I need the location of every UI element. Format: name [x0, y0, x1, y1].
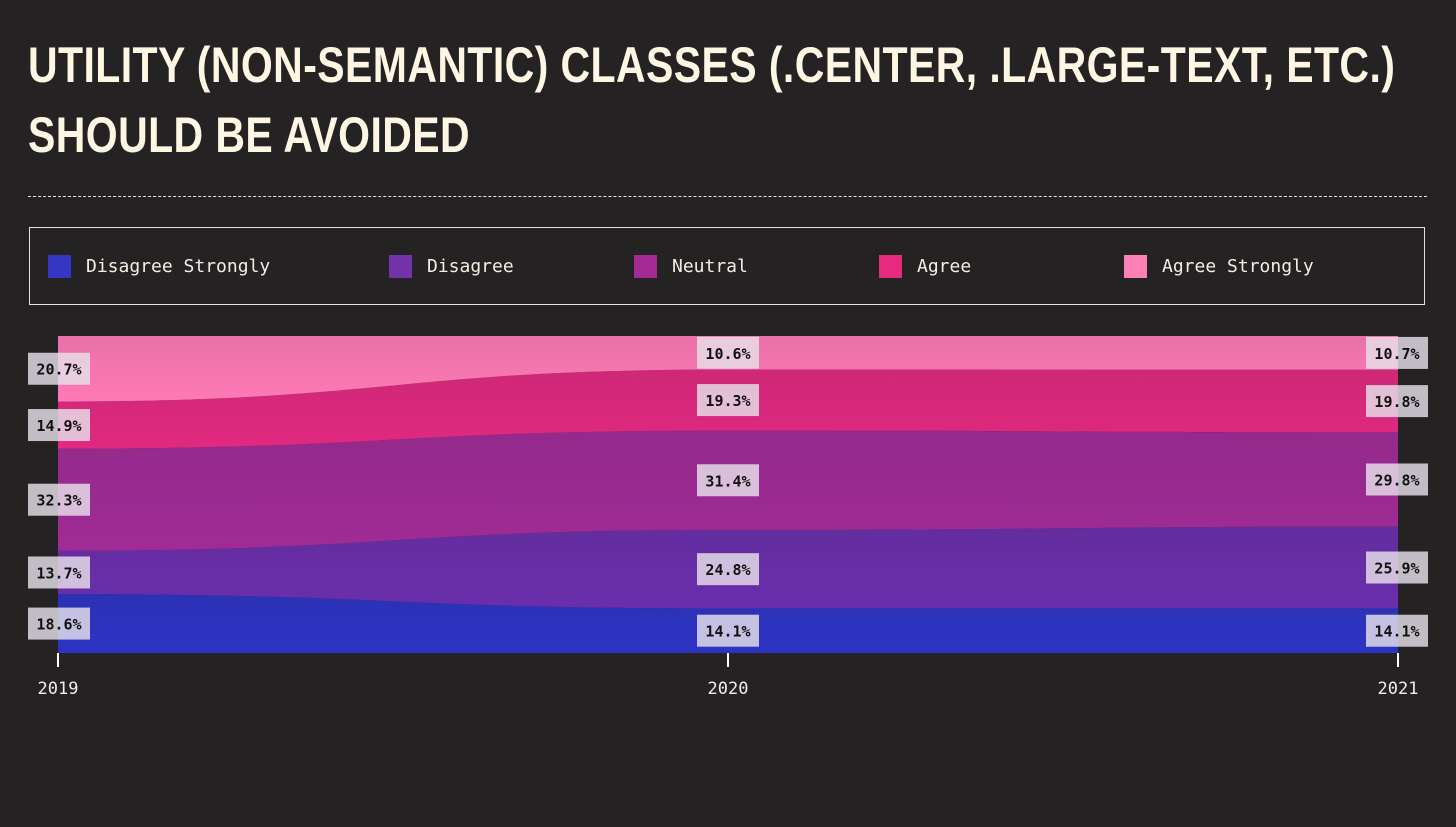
legend-label: Agree Strongly: [1162, 255, 1314, 277]
data-label: 32.3%: [28, 483, 90, 516]
data-label: 19.8%: [1366, 385, 1428, 418]
data-label-box: [697, 553, 759, 586]
data-label-text: 20.7%: [36, 361, 81, 379]
legend-swatch-neutral: [634, 254, 657, 278]
legend-label: Disagree Strongly: [86, 255, 271, 277]
chart-legend: Disagree Strongly Disagree Neutral Agree…: [29, 227, 1425, 305]
data-label: 24.8%: [697, 553, 759, 586]
data-label: 14.1%: [1366, 614, 1428, 647]
x-axis-tick-label: 2020: [708, 679, 749, 699]
data-label: 14.1%: [697, 614, 759, 647]
legend-swatch-disagree: [389, 254, 412, 278]
data-label: 18.6%: [28, 607, 90, 640]
data-label-text: 10.6%: [705, 345, 750, 363]
data-label: 10.6%: [697, 336, 759, 369]
legend-item-disagree[interactable]: Disagree: [389, 254, 514, 278]
data-label: 25.9%: [1366, 551, 1428, 584]
data-label-text: 19.3%: [705, 392, 750, 410]
legend-item-agree[interactable]: Agree: [879, 254, 971, 278]
x-axis-tick-label: 2019: [38, 679, 79, 699]
title-line-2: SHOULD BE AVOIDED: [28, 107, 471, 163]
legend-label: Neutral: [672, 255, 748, 277]
data-label-text: 10.7%: [1374, 345, 1419, 363]
data-label-box: [697, 384, 759, 417]
data-label-text: 19.8%: [1374, 393, 1419, 411]
data-label-text: 24.8%: [705, 561, 750, 579]
legend-label: Disagree: [427, 255, 514, 277]
x-axis-tick-label: 2021: [1378, 679, 1419, 699]
data-label-box: [28, 409, 90, 442]
data-label-text: 18.6%: [36, 616, 81, 634]
data-label-box: [28, 607, 90, 640]
data-label-box: [28, 556, 90, 589]
data-label-text: 32.3%: [36, 492, 81, 510]
data-label-box: [1366, 385, 1428, 418]
data-label-box: [697, 336, 759, 369]
legend-item-disagree-strongly[interactable]: Disagree Strongly: [48, 254, 270, 278]
data-label-text: 14.1%: [1374, 623, 1419, 641]
legend-swatch-disagree-strongly: [48, 254, 71, 278]
legend-swatch-agree-strongly: [1124, 254, 1147, 278]
data-label-box: [1366, 614, 1428, 647]
page-title: UTILITY (NON-SEMANTIC) CLASSES (.CENTER,…: [28, 30, 1396, 170]
data-label: 31.4%: [697, 464, 759, 497]
data-label-text: 13.7%: [36, 564, 81, 582]
data-label: 19.3%: [697, 384, 759, 417]
data-label-box: [697, 614, 759, 647]
data-label: 20.7%: [28, 352, 90, 385]
legend-swatch-agree: [879, 254, 902, 278]
title-line-1: UTILITY (NON-SEMANTIC) CLASSES (.CENTER,…: [28, 37, 1396, 93]
data-label: 10.7%: [1366, 336, 1428, 369]
legend-label: Agree: [917, 255, 972, 277]
data-label: 29.8%: [1366, 463, 1428, 496]
data-label-box: [1366, 336, 1428, 369]
data-label: 14.9%: [28, 409, 90, 442]
title-divider: [28, 196, 1427, 197]
data-label-box: [697, 464, 759, 497]
data-label: 13.7%: [28, 556, 90, 589]
data-label-text: 14.9%: [36, 417, 81, 435]
data-label-box: [1366, 551, 1428, 584]
data-label-text: 25.9%: [1374, 560, 1419, 578]
data-label-box: [28, 483, 90, 516]
legend-item-agree-strongly[interactable]: Agree Strongly: [1124, 254, 1314, 278]
data-label-text: 29.8%: [1374, 471, 1419, 489]
data-label-text: 31.4%: [705, 472, 750, 490]
data-label-box: [1366, 463, 1428, 496]
legend-item-neutral[interactable]: Neutral: [634, 254, 748, 278]
data-label-text: 14.1%: [705, 623, 750, 641]
data-label-box: [28, 352, 90, 385]
